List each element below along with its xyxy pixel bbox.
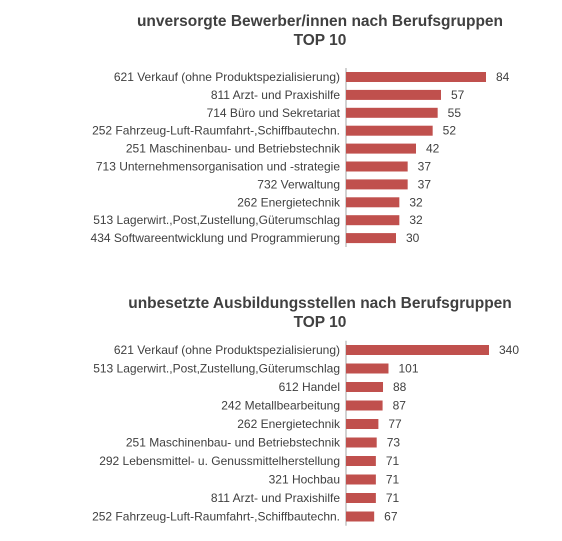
chart-subtitle: TOP 10 — [293, 314, 347, 331]
category-label: 621 Verkauf (ohne Produktspezialisierung… — [114, 70, 340, 84]
bar — [346, 511, 375, 522]
bar — [346, 437, 377, 448]
category-label: 434 Softwareentwicklung und Programmieru… — [91, 231, 340, 245]
bar — [346, 345, 489, 355]
bar — [346, 382, 384, 392]
data-label: 71 — [386, 454, 400, 468]
bar — [346, 89, 441, 100]
bar — [346, 493, 376, 503]
chart-subtitle: TOP 10 — [293, 32, 347, 49]
bar — [346, 197, 400, 208]
data-label: 32 — [409, 195, 423, 209]
category-label: 292 Lebensmittel- u. Genussmittelherstel… — [99, 454, 340, 468]
data-label: 67 — [384, 510, 398, 524]
data-label: 37 — [418, 160, 432, 174]
data-label: 71 — [386, 473, 400, 487]
chart-title: unversorgte Bewerber/innen nach Berufsgr… — [136, 13, 504, 30]
bar — [346, 419, 379, 429]
chart-title: unbesetzte Ausbildungsstellen nach Beruf… — [128, 295, 512, 312]
data-label: 32 — [409, 213, 423, 227]
data-label: 57 — [451, 88, 465, 102]
category-label: 251 Maschinenbau- und Betriebstechnik — [126, 436, 341, 450]
data-label: 73 — [387, 436, 401, 450]
category-label: 252 Fahrzeug-Luft-Raumfahrt-,Schiffbaute… — [92, 124, 340, 138]
category-label: 262 Energietechnik — [237, 195, 341, 209]
bar — [346, 400, 383, 411]
category-label: 513 Lagerwirt.,Post,Zustellung,Güterumsc… — [93, 213, 340, 227]
data-label: 55 — [448, 106, 462, 120]
data-label: 37 — [418, 177, 432, 191]
category-label: 612 Handel — [279, 380, 340, 394]
data-label: 42 — [426, 142, 440, 156]
category-label: 714 Büro und Sekretariat — [207, 106, 341, 120]
data-label: 87 — [393, 399, 407, 413]
bar — [346, 179, 408, 190]
bar — [346, 474, 376, 485]
data-label: 77 — [388, 417, 402, 431]
data-label: 52 — [443, 124, 457, 138]
bar — [346, 215, 400, 226]
category-label: 262 Energietechnik — [237, 417, 341, 431]
category-label: 513 Lagerwirt.,Post,Zustellung,Güterumsc… — [93, 362, 340, 376]
data-label: 101 — [398, 362, 418, 376]
bar — [346, 72, 486, 82]
bar — [346, 125, 433, 136]
category-label: 811 Arzt- und Praxishilfe — [211, 88, 341, 102]
category-label: 242 Metallbearbeitung — [221, 399, 340, 413]
category-label: 621 Verkauf (ohne Produktspezialisierung… — [114, 343, 340, 357]
bar — [346, 161, 408, 172]
bar-chart-plot: 621 Verkauf (ohne Produktspezialisierung… — [91, 68, 510, 248]
category-label: 811 Arzt- und Praxishilfe — [211, 491, 341, 505]
category-label: 251 Maschinenbau- und Betriebstechnik — [126, 142, 341, 156]
category-label: 713 Unternehmensorganisation und -strate… — [96, 160, 340, 174]
bar — [346, 363, 389, 374]
bar — [346, 456, 376, 466]
category-label: 321 Hochbau — [269, 473, 340, 487]
chart-unversorgte-bewerber: unversorgte Bewerber/innen nach Berufsgr… — [0, 0, 562, 260]
bar — [346, 107, 438, 118]
category-label: 732 Verwaltung — [257, 177, 340, 191]
data-label: 71 — [386, 491, 400, 505]
bar — [346, 143, 416, 154]
data-label: 88 — [393, 380, 407, 394]
bar — [346, 233, 396, 244]
data-label: 340 — [499, 343, 519, 357]
data-label: 30 — [406, 231, 420, 245]
data-label: 84 — [496, 70, 510, 84]
category-label: 252 Fahrzeug-Luft-Raumfahrt-,Schiffbaute… — [92, 510, 340, 524]
